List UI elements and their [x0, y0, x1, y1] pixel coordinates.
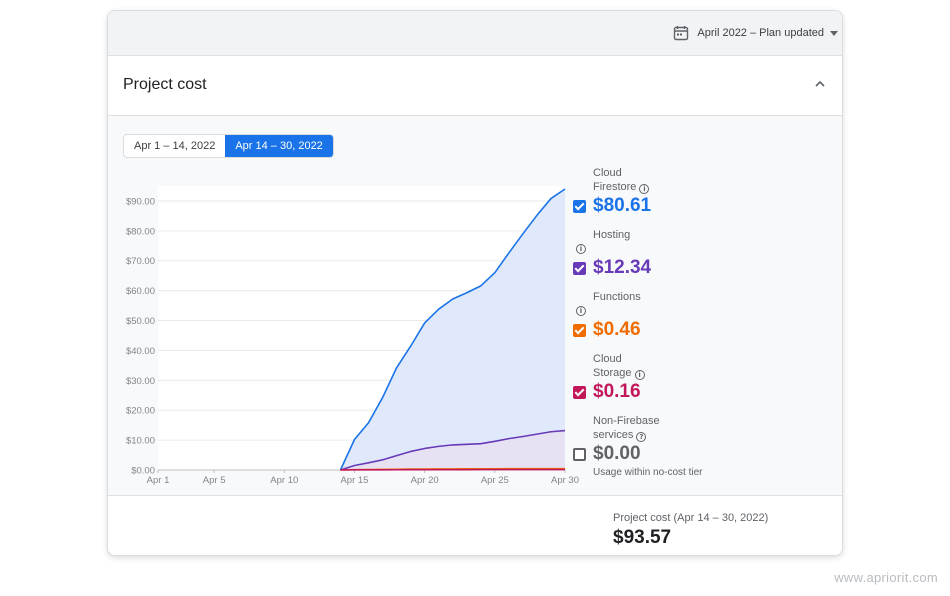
legend-value: $0.00 [593, 443, 641, 464]
card-toolbar: April 2022 – Plan updated [108, 11, 842, 56]
y-tick-label: $90.00 [126, 196, 155, 207]
period-label: April 2022 – Plan updated [697, 27, 824, 39]
legend-label-text: Storage [593, 367, 632, 379]
series-area-0 [340, 188, 565, 470]
x-tick-label: Apr 5 [203, 475, 226, 486]
legend-label: Non-Firebase [593, 414, 813, 428]
y-tick-label: $0.00 [131, 466, 155, 477]
card-title: Project cost [123, 76, 207, 93]
legend-item: Cloud Storage i $0.16 [573, 352, 813, 404]
legend-label-text: Hosting [593, 229, 631, 241]
legend-label-text: Functions [593, 291, 641, 303]
info-icon[interactable]: i [634, 370, 645, 380]
series-checkbox[interactable] [573, 447, 586, 461]
legend-label: Cloud [593, 352, 813, 366]
series-checkbox[interactable] [573, 323, 586, 337]
cost-chart: $0.00 $10.00 $20.00 $30.00 $40.00 $50.00 $60.0… [126, 186, 579, 486]
period-selector[interactable]: April 2022 – Plan updated [673, 22, 838, 44]
legend-label-text: Cloud [593, 353, 622, 365]
y-tick-label: $30.00 [126, 376, 155, 387]
help-icon[interactable]: ? [636, 432, 647, 442]
legend-note: Usage within no-cost tier [593, 467, 703, 478]
series-checkbox[interactable] [573, 199, 586, 213]
legend-value-row: $12.34 [573, 256, 813, 280]
x-tick-label: Apr 25 [481, 475, 509, 486]
x-tick-label: Apr 20 [411, 475, 439, 486]
card-header: Project cost [108, 56, 842, 116]
series-line-1 [340, 429, 566, 471]
info-row: i [576, 304, 813, 318]
chart-section: Apr 1 – 14, 2022 Apr 14 – 30, 2022 $0.00… [108, 116, 842, 496]
y-tick-label: $50.00 [126, 316, 155, 327]
legend-label: Firestore i [593, 180, 813, 194]
total-value: $93.57 [613, 527, 672, 548]
legend-value: $80.61 [593, 195, 652, 216]
dropdown-caret-icon [830, 30, 838, 36]
legend-value: $0.16 [593, 381, 641, 402]
legend-label: Cloud [593, 166, 813, 180]
legend-item: Hosting i $12.34 [573, 228, 813, 280]
y-tick-label: $80.00 [126, 226, 155, 237]
calendar-icon [674, 26, 689, 41]
tab-range-second[interactable]: Apr 14 – 30, 2022 [225, 135, 333, 157]
y-tick-label: $10.00 [126, 436, 155, 447]
legend-label: services? [593, 428, 813, 442]
legend-label: Hosting [593, 228, 813, 242]
watermark: www.apriorit.com [834, 570, 938, 585]
y-tick-label: $20.00 [126, 406, 155, 417]
legend-label-text: Cloud [593, 167, 622, 179]
total-label: Project cost (Apr 14 – 30, 2022) [613, 512, 769, 524]
y-tick-label: $40.00 [126, 346, 155, 357]
y-tick-label: $70.00 [126, 256, 155, 267]
legend-label-text: Non-Firebase [593, 415, 660, 427]
legend-label-text: services [593, 429, 634, 441]
x-tick-label: Apr 10 [270, 475, 298, 486]
legend-value-row: $0.16 [573, 380, 813, 404]
info-row: i [576, 242, 813, 256]
total-section: Project cost (Apr 14 – 30, 2022) $93.57 [108, 496, 842, 555]
legend-label-text: Firestore [593, 181, 637, 193]
date-range-tabs: Apr 1 – 14, 2022 Apr 14 – 30, 2022 [123, 134, 334, 158]
info-icon[interactable]: i [576, 306, 586, 316]
legend-value-row: $0.00 [573, 442, 813, 466]
chevron-up-icon[interactable] [814, 78, 826, 90]
legend-label: Storage i [593, 366, 813, 380]
info-icon[interactable]: i [576, 244, 586, 254]
series-area-1 [340, 430, 565, 470]
legend-item: Cloud Firestore i $80.61 [573, 166, 813, 218]
series-checkbox[interactable] [573, 385, 586, 399]
series-checkbox[interactable] [573, 261, 586, 275]
x-tick-label: Apr 15 [340, 475, 368, 486]
project-cost-card: April 2022 – Plan updated Project cost A… [107, 10, 843, 556]
chart-legend: Cloud Firestore i $80.61 Hosting i $12.34 Funct… [573, 116, 833, 496]
legend-value: $0.46 [593, 319, 641, 340]
legend-item: Functions i $0.46 [573, 290, 813, 342]
info-icon[interactable]: i [639, 184, 650, 194]
legend-value-row: $0.46 [573, 318, 813, 342]
legend-item: Non-Firebase services? $0.00 Usage within n… [573, 414, 813, 479]
legend-value: $12.34 [593, 257, 652, 278]
series-line-0 [339, 188, 566, 471]
legend-label: Functions [593, 290, 813, 304]
tab-range-first[interactable]: Apr 1 – 14, 2022 [134, 140, 216, 152]
legend-value-row: $80.61 [573, 194, 813, 218]
x-tick-label: Apr 1 [147, 475, 170, 486]
x-tick-label: Apr 30 [551, 475, 579, 486]
y-tick-label: $60.00 [126, 286, 155, 297]
